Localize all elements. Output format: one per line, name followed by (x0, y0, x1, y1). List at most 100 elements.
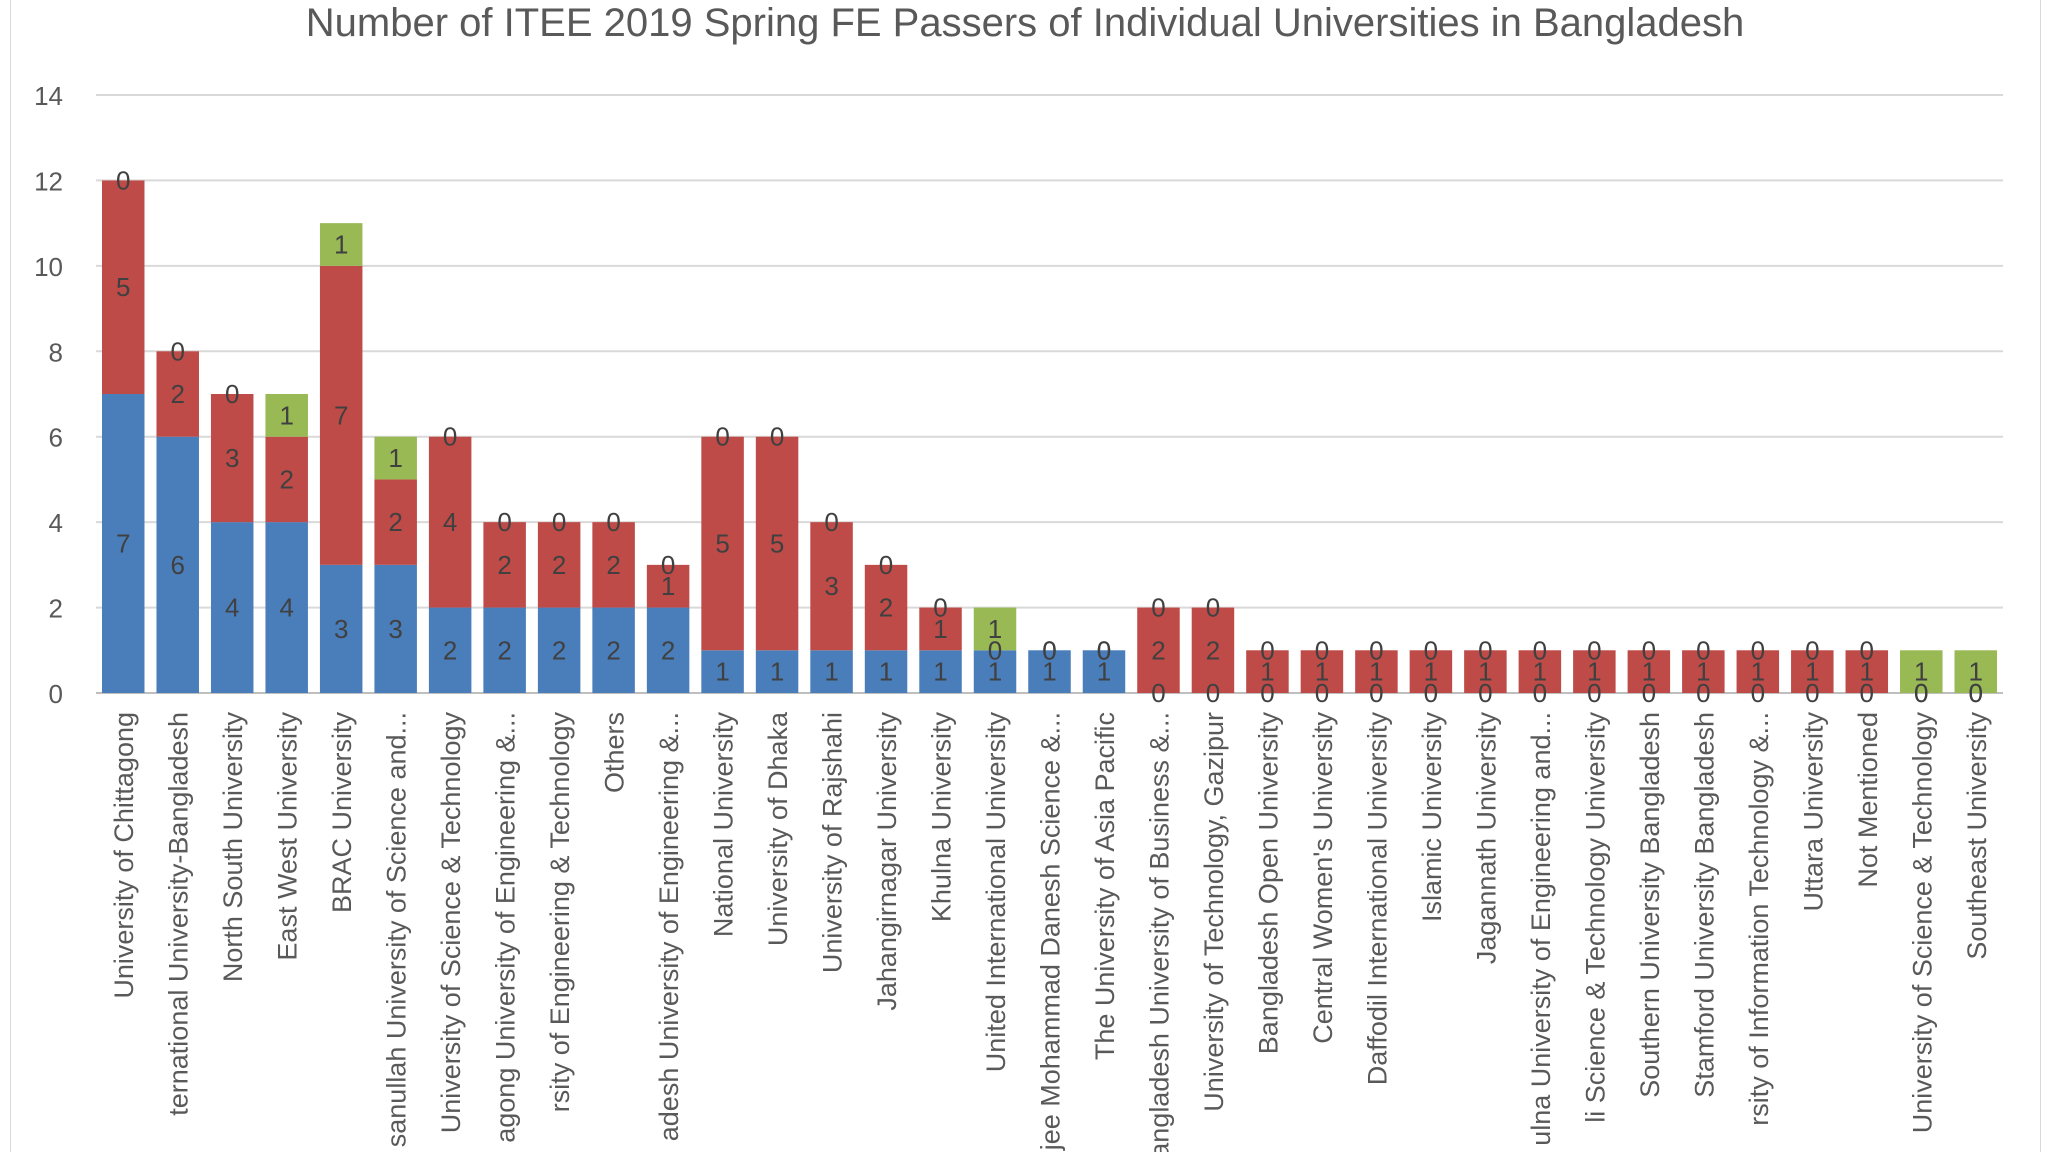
data-label: 0 (170, 336, 184, 366)
x-tick-label: Not Mentioned (1853, 712, 1883, 888)
bar-segment (374, 479, 417, 565)
data-label: 0 (933, 593, 947, 623)
bar-segment (1028, 650, 1071, 693)
bar-segment (319, 265, 363, 565)
data-label: 0 (552, 507, 566, 537)
x-tick-label: North South University (218, 712, 248, 983)
data-label: 1 (334, 230, 348, 260)
x-tick-label: sanullah University of Science and... (382, 712, 412, 1147)
data-label: 0 (1097, 635, 1111, 665)
data-label: 0 (1369, 635, 1383, 665)
bar-segment (973, 607, 1017, 651)
data-label: 0 (1369, 678, 1383, 708)
bar-segment (1845, 650, 1889, 693)
x-tick-label: University of Chittagong (109, 712, 139, 999)
data-label: 1 (1751, 657, 1765, 687)
data-label: 2 (606, 635, 620, 665)
data-label: 3 (388, 614, 402, 644)
y-tick-label: 14 (34, 81, 63, 111)
data-label: 1 (1914, 657, 1928, 687)
data-label: 0 (1587, 635, 1601, 665)
data-label: 1 (1860, 657, 1874, 687)
data-label: 1 (933, 657, 947, 687)
bar-segment (1300, 650, 1344, 693)
bar-segment (1191, 607, 1235, 693)
data-label: 1 (388, 443, 402, 473)
data-label: 0 (1042, 635, 1056, 665)
x-tick-label: Khulna University (927, 712, 957, 923)
bar-segment (864, 650, 908, 693)
bar-segment (537, 607, 581, 693)
y-tick-label: 10 (34, 252, 63, 282)
bar-segment (810, 650, 853, 693)
chart-title: Number of ITEE 2019 Spring FE Passers of… (306, 1, 1745, 45)
bar-segment (210, 394, 254, 523)
data-label: 0 (1969, 678, 1983, 708)
data-label: 1 (1315, 657, 1329, 687)
data-label: 0 (1587, 678, 1601, 708)
data-label: 1 (1478, 657, 1492, 687)
bar-segment (101, 394, 145, 693)
data-label: 0 (1642, 635, 1656, 665)
bar-segment (374, 436, 417, 480)
data-label: 0 (1097, 635, 1111, 665)
data-label: 0 (1315, 635, 1329, 665)
data-label: 1 (1260, 657, 1274, 687)
data-label: 2 (1206, 635, 1220, 665)
bars (101, 180, 1998, 693)
bar-segment (1900, 650, 1943, 693)
data-label: 1 (933, 614, 947, 644)
bar-segment (319, 223, 363, 266)
x-tick-label: angladesh University of Business &... (1144, 712, 1174, 1152)
data-label: 7 (334, 400, 348, 430)
data-label: 0 (1860, 678, 1874, 708)
bar-segment (319, 564, 363, 693)
bar-segment (1518, 650, 1562, 693)
data-label: 2 (1151, 635, 1165, 665)
data-label: 4 (225, 593, 239, 623)
data-label: 0 (1206, 593, 1220, 623)
data-label: 6 (170, 550, 184, 580)
x-axis-ticks: University of Chittagong ternational Univ… (109, 711, 1992, 1157)
data-label: 0 (1260, 678, 1274, 708)
data-label: 5 (715, 529, 729, 559)
bar-segment (1627, 650, 1671, 693)
bar-segment (428, 436, 472, 608)
data-label: 0 (1151, 678, 1165, 708)
x-tick-label: jee Mohammad Danesh Science &... (1036, 712, 1066, 1151)
data-label: 2 (879, 593, 893, 623)
data-label: 1 (1042, 657, 1056, 687)
data-label: 0 (497, 507, 511, 537)
data-label: 4 (443, 507, 457, 537)
bar-segment (701, 436, 744, 651)
data-label: 2 (170, 379, 184, 409)
x-tick-label: li Science & Technology University (1580, 712, 1610, 1123)
bar-segment (755, 650, 799, 693)
data-label: 0 (1969, 678, 1983, 708)
data-label: 1 (988, 614, 1002, 644)
x-tick-label: adesh University of Engineering &... (654, 712, 684, 1141)
x-tick-label: Islamic University (1417, 712, 1447, 923)
bar-segment (210, 522, 254, 693)
data-label: 1 (279, 400, 293, 430)
data-label: 0 (1424, 635, 1438, 665)
data-label: 0 (1478, 635, 1492, 665)
bar-segment (1409, 650, 1453, 693)
plot-frame-right (2040, 0, 2041, 1152)
x-tick-label: BRAC University (327, 712, 357, 914)
bar-segment (156, 351, 199, 437)
x-tick-label: Uttara University (1798, 712, 1828, 912)
bar-segment (592, 522, 635, 608)
data-label: 0 (606, 507, 620, 537)
data-label: 0 (1914, 678, 1928, 708)
data-label: 1 (770, 657, 784, 687)
x-tick-label: Stamford University Bangladesh (1689, 712, 1719, 1098)
data-label: 1 (1369, 657, 1383, 687)
bar-segment (919, 650, 962, 693)
bar-segment (428, 607, 472, 693)
data-label: 2 (497, 550, 511, 580)
bar-segment (1682, 650, 1725, 693)
bar-segment (919, 607, 962, 651)
data-label: 0 (1914, 678, 1928, 708)
